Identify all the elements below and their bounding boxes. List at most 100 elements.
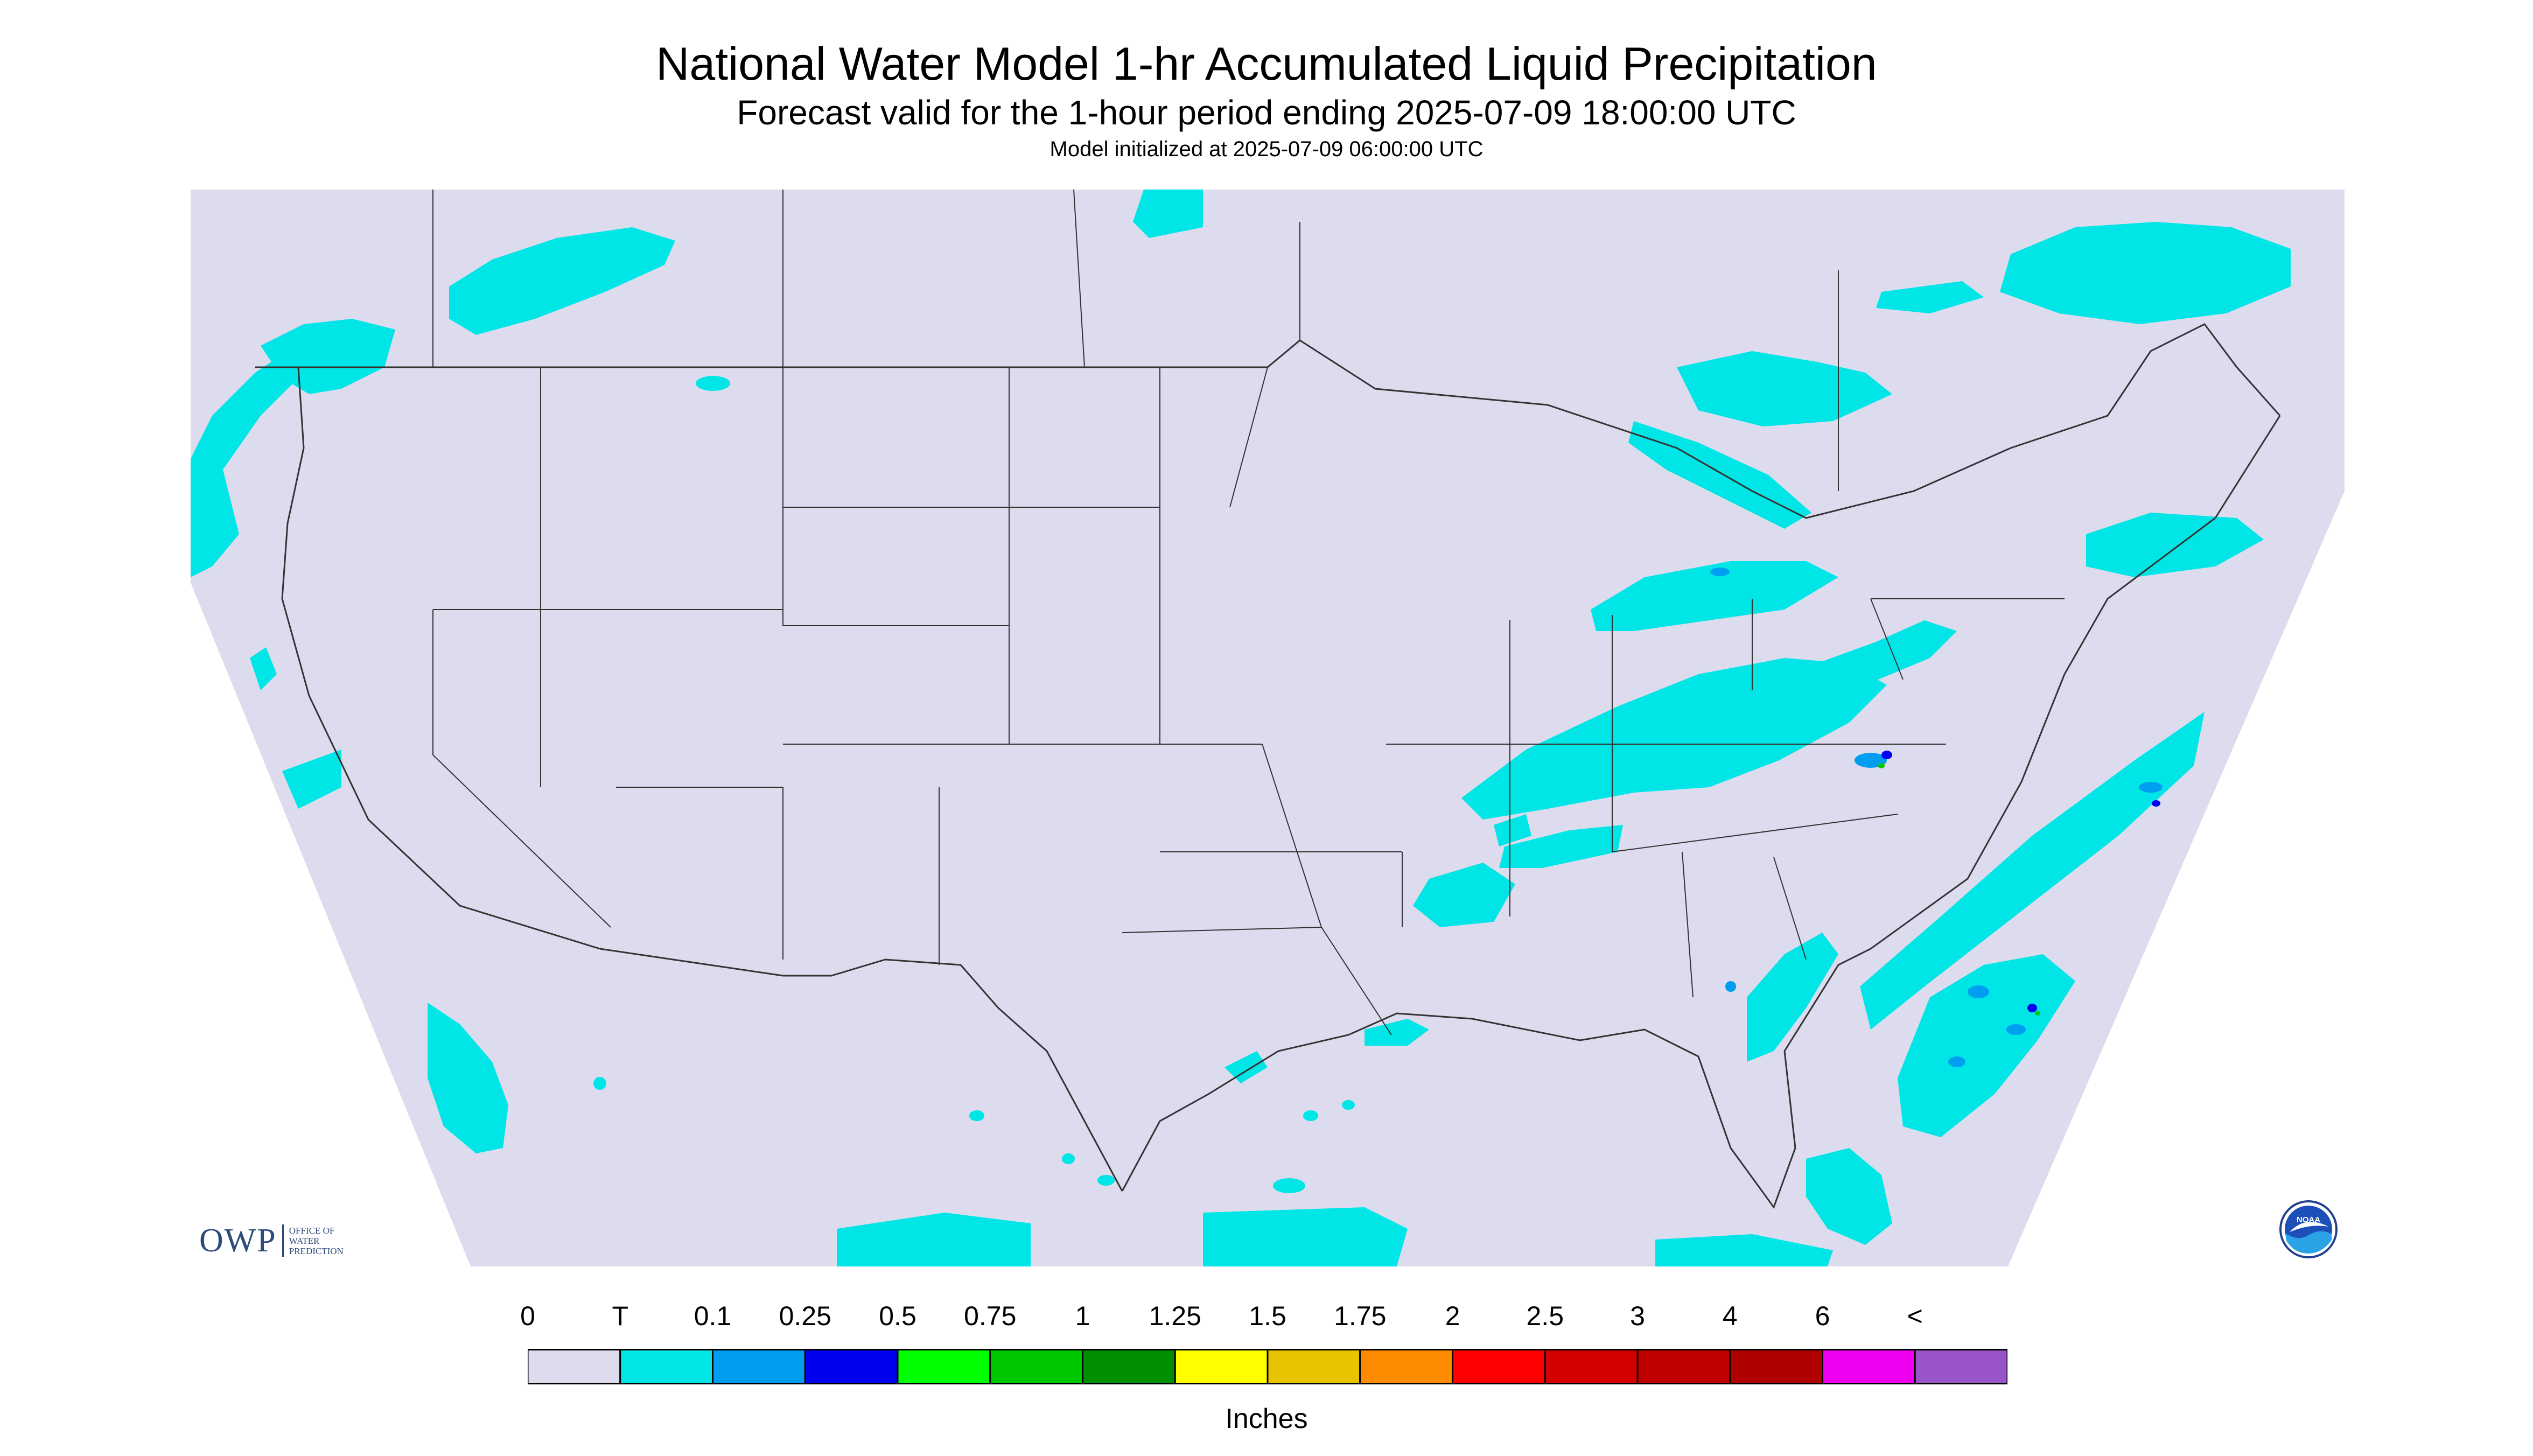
precip-area-bahamas — [1806, 1148, 1892, 1245]
precip-area-northeast-coast — [2086, 513, 2264, 577]
noaa-logo-seagull-icon — [2290, 1222, 2328, 1232]
noaa-logo: NOAA — [2279, 1200, 2338, 1258]
owp-logo-divider — [282, 1224, 284, 1257]
precip-area-ohio-valley — [1461, 658, 1887, 820]
owp-logo-subtext: OFFICE OF WATER PREDICTION — [289, 1226, 344, 1256]
precip-area-pacific-mexico — [837, 1213, 1031, 1266]
precip-area-quebec-2 — [1876, 281, 1984, 313]
precip-area-bc-coast — [261, 319, 395, 394]
precip-area-michigan — [1591, 561, 1838, 631]
legend-tick-label-7: 1.25 — [1149, 1301, 1201, 1331]
precip-area-louisiana — [1365, 1019, 1429, 1046]
legend-units-label: Inches — [1225, 1403, 1308, 1434]
color-legend-bar — [528, 1349, 2007, 1384]
legend-bin-10 — [1452, 1349, 1546, 1384]
owp-logo: OWP OFFICE OF WATER PREDICTION — [199, 1221, 344, 1260]
precip-cell-mexico-1 — [969, 1110, 984, 1121]
legend-tick-label-0: 0 — [520, 1301, 535, 1331]
legend-bin-2 — [712, 1349, 806, 1384]
legend-bin-9 — [1359, 1349, 1453, 1384]
precip-cell-light-2 — [1968, 985, 1989, 998]
precip-area-mississippi — [1413, 863, 1515, 927]
us-coastline-east — [1121, 415, 2281, 1209]
precip-area-quebec — [2000, 222, 2291, 324]
precip-area-west-virginia — [1817, 620, 1957, 685]
precip-cell-gulf-1 — [1303, 1110, 1318, 1121]
forecast-valid-subtitle: Forecast valid for the 1-hour period end… — [737, 93, 1796, 132]
owp-logo-line-2: WATER — [289, 1235, 320, 1246]
owp-logo-line-1: OFFICE OF — [289, 1225, 335, 1236]
precip-cell-baja — [593, 1077, 606, 1090]
precipitation-map — [191, 190, 2345, 1266]
precip-cell-heavy-2 — [2027, 1004, 2037, 1012]
us-canada-border — [255, 323, 2281, 519]
precip-area-mexico-south — [1203, 1207, 1408, 1266]
precip-cell-gulf-3 — [1273, 1178, 1305, 1193]
legend-bin-11 — [1544, 1349, 1639, 1384]
precip-area-caribbean — [1655, 1234, 1833, 1266]
legend-tick-label-14: 6 — [1815, 1301, 1830, 1331]
legend-tick-label-9: 1.75 — [1334, 1301, 1387, 1331]
precip-area-pnw — [191, 330, 331, 577]
legend-tick-label-11: 2.5 — [1526, 1301, 1564, 1331]
owp-logo-wordmark: OWP — [199, 1222, 277, 1259]
precip-cell-light-1 — [1855, 753, 1887, 768]
noaa-logo-wave — [2285, 1231, 2332, 1254]
legend-bin-7 — [1174, 1349, 1269, 1384]
legend-tick-label-6: 1 — [1075, 1301, 1090, 1331]
legend-bin-4 — [897, 1349, 991, 1384]
precip-area-lake-superior — [1628, 421, 1811, 529]
precip-area-pacific-offshore — [428, 1003, 508, 1153]
precip-cell-light-7 — [1710, 568, 1730, 576]
legend-bin-15 — [1914, 1349, 2007, 1384]
precip-area-hudson — [1133, 190, 1203, 238]
legend-bin-8 — [1266, 1349, 1361, 1384]
precip-area-atlantic-band — [1860, 712, 2205, 1030]
precip-cell-light-5 — [1948, 1056, 1965, 1067]
us-coastline-west — [281, 367, 600, 950]
precip-cell-light-6 — [1725, 981, 1736, 992]
legend-tick-label-15: < — [1907, 1301, 1923, 1331]
owp-logo-line-3: PREDICTION — [289, 1245, 344, 1256]
us-mexico-border — [599, 948, 1123, 1192]
precip-area-pacific-sw — [282, 750, 341, 809]
legend-tick-label-3: 0.25 — [779, 1301, 831, 1331]
map-title: National Water Model 1-hr Accumulated Li… — [656, 38, 1877, 90]
legend-bin-14 — [1822, 1349, 1916, 1384]
precip-area-idaho — [696, 376, 730, 391]
canada-provincial-lines — [432, 190, 1839, 491]
precip-area-texas-coast — [1224, 1051, 1268, 1083]
legend-bin-13 — [1729, 1349, 1823, 1384]
precip-cell-green-1 — [1878, 763, 1885, 768]
precip-cell-light-4 — [2139, 782, 2163, 793]
precip-area-bc-interior — [449, 227, 675, 335]
legend-tick-label-8: 1.5 — [1249, 1301, 1286, 1331]
precip-area-tennessee — [1499, 825, 1623, 868]
precip-area-arkansas — [1494, 814, 1531, 846]
precip-area-pacific-west — [250, 647, 277, 690]
legend-tick-label-1: T — [612, 1301, 629, 1331]
legend-tick-label-13: 4 — [1722, 1301, 1738, 1331]
state-lines — [432, 367, 2065, 1035]
precip-cell-light-3 — [2006, 1024, 2026, 1035]
model-domain — [191, 190, 2345, 1266]
political-boundaries — [255, 190, 2281, 1209]
legend-bin-12 — [1636, 1349, 1731, 1384]
legend-tick-label-10: 2 — [1445, 1301, 1460, 1331]
legend-tick-label-12: 3 — [1630, 1301, 1645, 1331]
legend-bin-5 — [989, 1349, 1083, 1384]
precip-cell-green-2 — [2035, 1011, 2040, 1016]
precip-cell-gulf-2 — [1342, 1100, 1355, 1110]
legend-bin-3 — [804, 1349, 899, 1384]
legend-bin-0 — [528, 1349, 621, 1384]
legend-tick-labels: 0 T 0.1 0.25 0.5 0.75 1 1.25 1.5 1.75 2 2.5 3 4 6 < — [0, 1300, 2533, 1338]
precip-area-atlantic-south — [1898, 954, 2075, 1137]
model-init-line: Model initialized at 2025-07-09 06:00:00… — [1049, 137, 1484, 161]
precip-cell-mexico-2 — [1062, 1153, 1075, 1164]
precip-cell-heavy-3 — [2152, 800, 2160, 807]
legend-tick-label-4: 0.5 — [879, 1301, 916, 1331]
precip-cell-mexico-3 — [1097, 1175, 1115, 1186]
legend-tick-label-2: 0.1 — [694, 1301, 732, 1331]
legend-bin-6 — [1082, 1349, 1176, 1384]
legend-bin-1 — [619, 1349, 713, 1384]
